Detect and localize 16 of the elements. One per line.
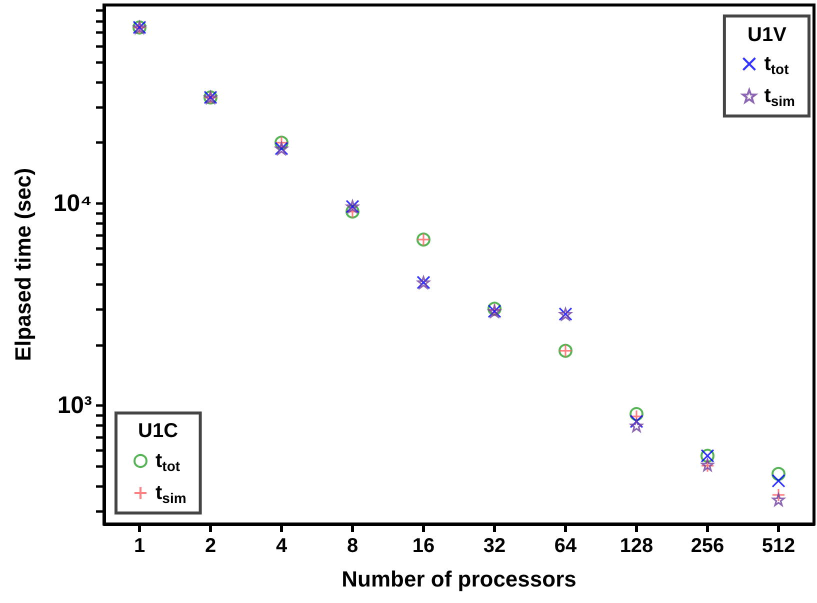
x-axis-title: Number of processors xyxy=(342,566,576,592)
x-tick-label: 1 xyxy=(134,535,146,557)
y-axis-title: Elpased time (sec) xyxy=(10,168,36,362)
x-tick-label: 32 xyxy=(483,535,506,557)
x-tick-label: 128 xyxy=(620,535,654,557)
x-tick-label: 16 xyxy=(412,535,435,557)
y-tick-label: 10⁴ xyxy=(53,190,92,218)
x-tick-label: 8 xyxy=(346,535,358,557)
x-tick-label: 2 xyxy=(204,535,216,557)
x-tick-label: 64 xyxy=(554,535,578,557)
x-tick-label: 512 xyxy=(762,535,796,557)
y-tick-label: 10³ xyxy=(57,392,92,420)
x-tick-label: 256 xyxy=(690,535,724,557)
text: U1C xyxy=(138,420,178,442)
text: U1V xyxy=(748,24,786,46)
x-tick-label: 4 xyxy=(276,535,288,557)
